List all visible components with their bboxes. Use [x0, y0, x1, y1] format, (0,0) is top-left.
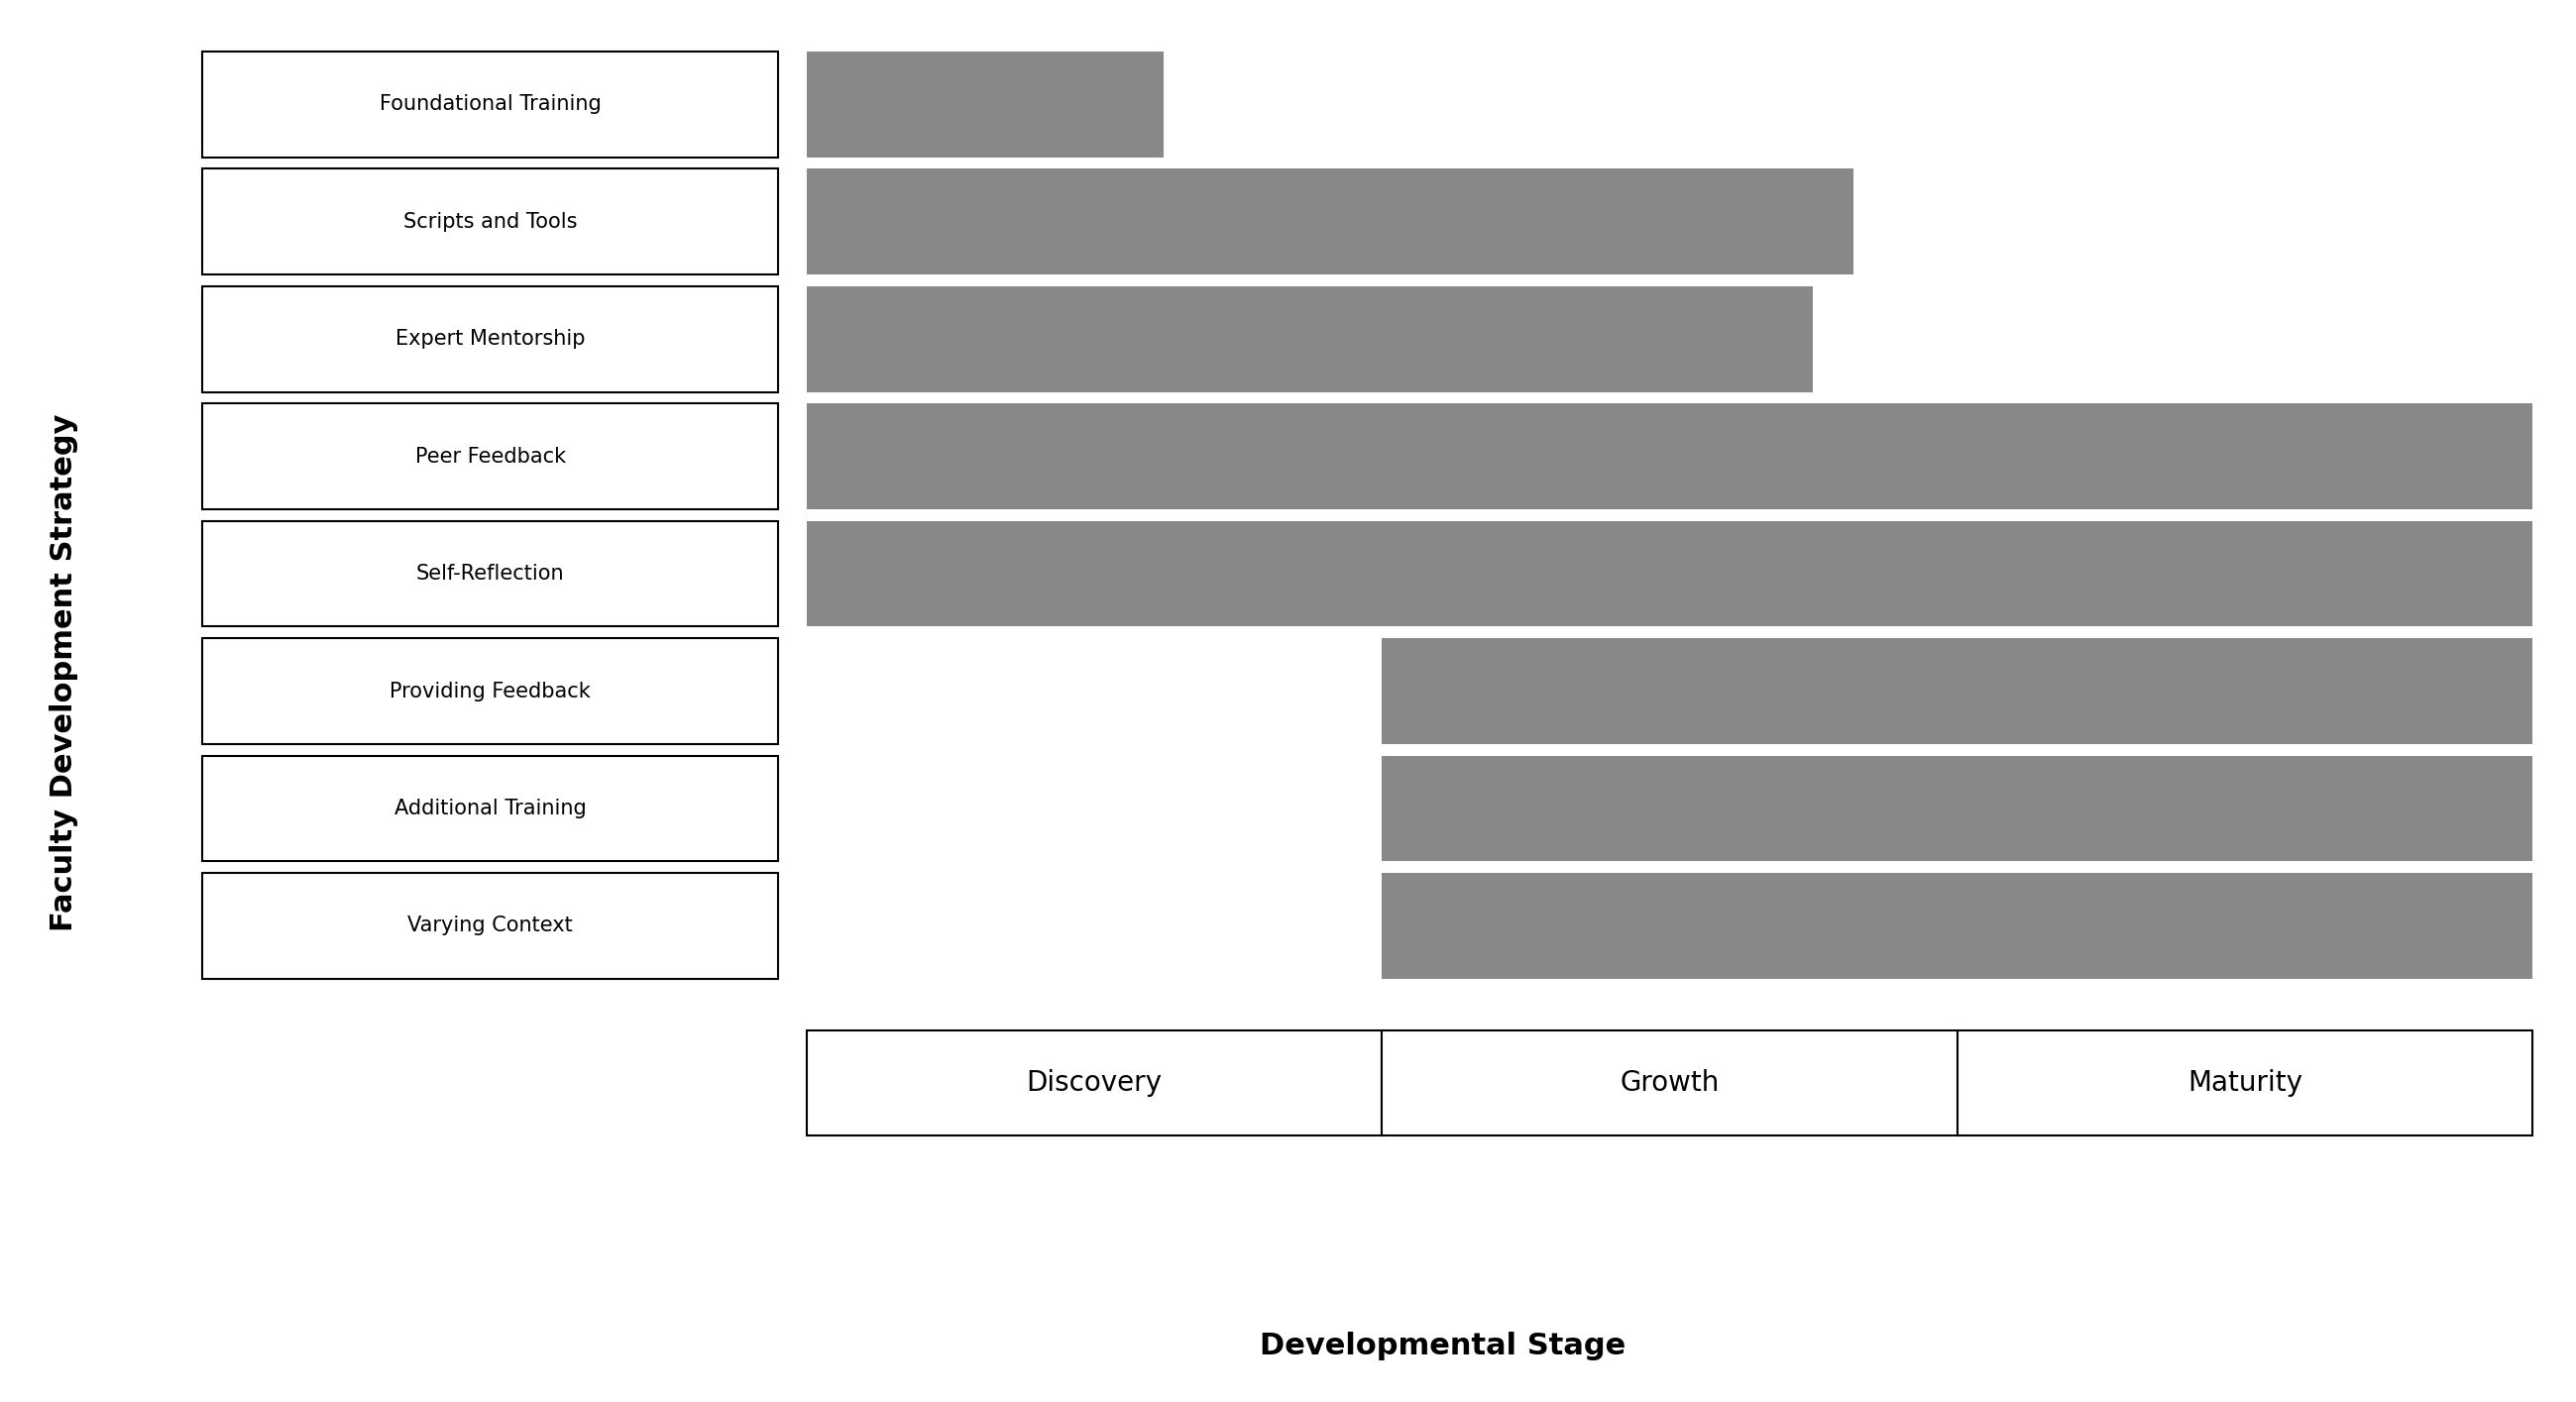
- Text: Foundational Training: Foundational Training: [379, 94, 600, 114]
- Text: Faculty Development Strategy: Faculty Development Strategy: [49, 414, 80, 932]
- Bar: [806, 52, 1164, 157]
- Bar: [1381, 756, 2532, 861]
- Text: Expert Mentorship: Expert Mentorship: [394, 329, 585, 349]
- Bar: [806, 1030, 1381, 1136]
- Bar: [1381, 1030, 1958, 1136]
- Text: Growth: Growth: [1620, 1068, 1718, 1096]
- Text: Varying Context: Varying Context: [407, 916, 572, 935]
- Text: Self-Reflection: Self-Reflection: [417, 564, 564, 583]
- Bar: [204, 756, 778, 861]
- Text: Developmental Stage: Developmental Stage: [1260, 1332, 1625, 1360]
- Bar: [806, 168, 1855, 275]
- Bar: [806, 286, 1814, 393]
- Bar: [204, 52, 778, 157]
- Bar: [806, 522, 2532, 627]
- Bar: [1381, 873, 2532, 979]
- Bar: [204, 286, 778, 393]
- Bar: [204, 404, 778, 509]
- Bar: [806, 404, 2532, 509]
- Bar: [204, 168, 778, 275]
- Text: Discovery: Discovery: [1025, 1068, 1162, 1096]
- Text: Peer Feedback: Peer Feedback: [415, 446, 567, 467]
- Text: Maturity: Maturity: [2187, 1068, 2303, 1096]
- Bar: [1381, 638, 2532, 744]
- Bar: [204, 638, 778, 744]
- Bar: [1958, 1030, 2532, 1136]
- Text: Providing Feedback: Providing Feedback: [389, 681, 590, 701]
- Text: Scripts and Tools: Scripts and Tools: [404, 212, 577, 231]
- Bar: [204, 522, 778, 627]
- Text: Additional Training: Additional Training: [394, 799, 587, 819]
- Bar: [204, 873, 778, 979]
